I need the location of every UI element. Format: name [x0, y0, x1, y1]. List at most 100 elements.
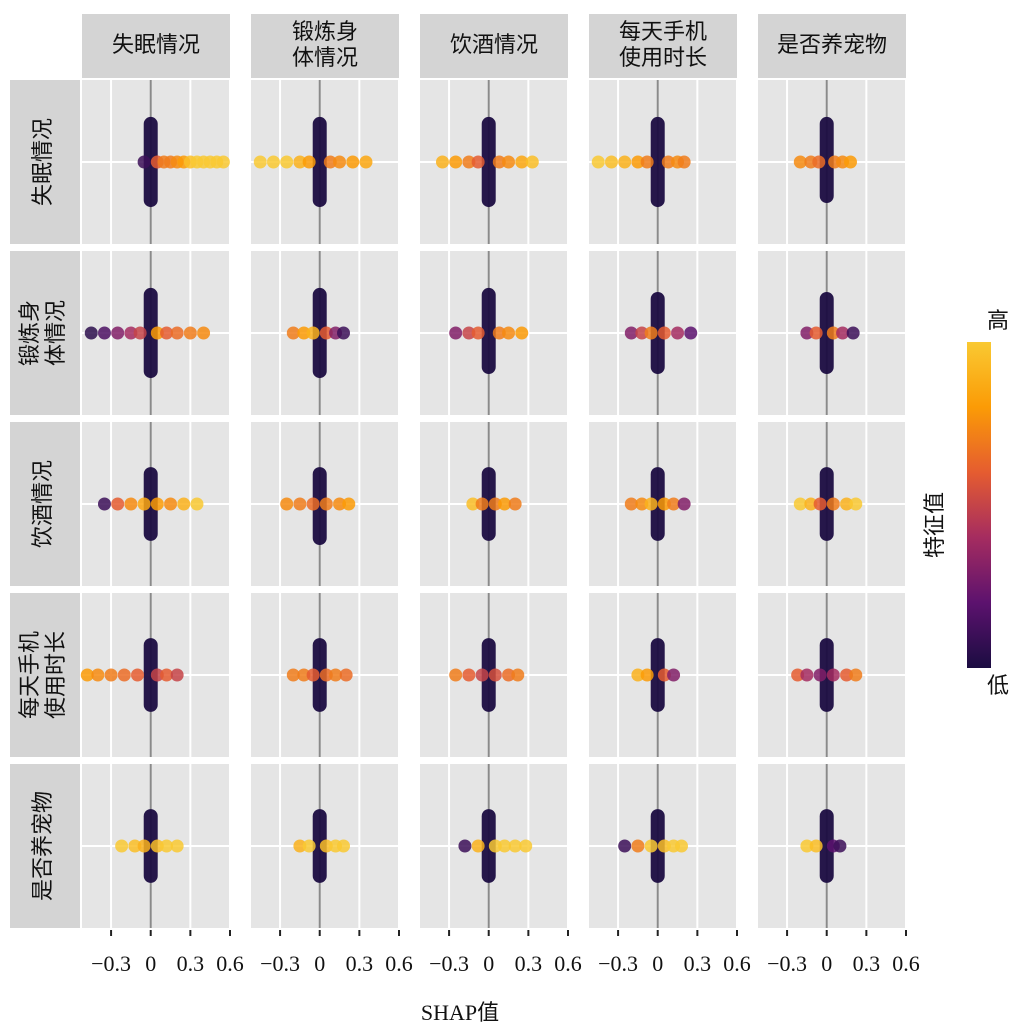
point: [657, 497, 671, 511]
point: [131, 668, 144, 682]
column-header-label-group: 锻炼身体情况: [292, 19, 358, 70]
point: [190, 497, 204, 511]
point: [150, 839, 164, 853]
point: [170, 839, 184, 853]
point-column: [481, 116, 496, 208]
x-tick-label: 0: [652, 951, 663, 976]
colorbar: [967, 342, 991, 668]
point: [137, 839, 151, 853]
x-tick-label: 0.3: [684, 951, 712, 976]
x-tick-label: 0: [483, 951, 494, 976]
column-header-label: 失眠情况: [112, 32, 200, 57]
point: [618, 155, 632, 169]
point: [591, 155, 605, 169]
point: [793, 155, 807, 169]
point: [657, 326, 671, 340]
x-tick-label: 0: [314, 951, 325, 976]
point: [466, 497, 480, 511]
point: [280, 497, 294, 511]
point: [471, 155, 485, 169]
point-column: [312, 467, 327, 545]
point-column: [312, 638, 327, 712]
point: [661, 155, 675, 169]
row-header-label-group: 饮酒情况: [30, 460, 55, 548]
column-header: [82, 14, 230, 78]
point-column: [143, 467, 158, 541]
point: [306, 326, 320, 340]
point-column: [819, 809, 834, 883]
point: [809, 839, 823, 853]
point: [115, 839, 129, 853]
point-column: [819, 638, 834, 712]
point: [631, 155, 645, 169]
x-tick-label: 0.6: [216, 951, 244, 976]
point: [319, 497, 333, 511]
x-axis-label: SHAP值: [421, 1000, 499, 1025]
point: [177, 497, 191, 511]
point: [104, 668, 118, 682]
point: [502, 155, 516, 169]
point: [133, 326, 147, 340]
point: [97, 326, 111, 340]
row-header: [10, 422, 80, 586]
column-header-label-group: 是否养宠物: [777, 32, 887, 57]
point: [488, 497, 502, 511]
point: [804, 497, 818, 511]
point: [618, 839, 632, 853]
column-header-label-group: 饮酒情况: [450, 32, 538, 57]
point: [519, 839, 533, 853]
point: [511, 668, 525, 682]
point: [319, 839, 333, 853]
point: [346, 155, 360, 169]
point-column: [481, 467, 496, 541]
point: [846, 326, 860, 340]
point: [667, 668, 681, 682]
x-tick-label: −0.3: [598, 951, 638, 976]
row-header-label: 失眠情况: [30, 118, 55, 206]
colorbar-high-label: 高: [987, 308, 1009, 333]
point: [306, 668, 320, 682]
point: [306, 497, 320, 511]
x-tick-label: −0.3: [91, 951, 131, 976]
point: [329, 668, 343, 682]
point: [449, 668, 463, 682]
point: [502, 326, 516, 340]
row-header: [10, 764, 80, 928]
point: [80, 668, 94, 682]
point-column: [819, 292, 834, 374]
point-column: [143, 638, 158, 712]
point: [492, 155, 506, 169]
x-tick-label: −0.3: [429, 951, 469, 976]
point: [449, 155, 463, 169]
x-tick-label: −0.3: [767, 951, 807, 976]
point: [791, 668, 805, 682]
point: [631, 668, 645, 682]
point: [812, 155, 826, 169]
column-header-label: 每天手机使用时长: [619, 19, 707, 70]
point: [840, 668, 854, 682]
point: [826, 668, 840, 682]
point: [488, 839, 502, 853]
point: [644, 497, 658, 511]
point-column: [650, 467, 665, 541]
row-header-label-group: 是否养宠物: [30, 791, 55, 901]
point-column: [312, 116, 327, 208]
point: [498, 497, 512, 511]
x-tick-label: 0.3: [853, 951, 881, 976]
point: [671, 326, 685, 340]
point: [293, 839, 307, 853]
point: [492, 326, 506, 340]
point: [160, 668, 174, 682]
point: [286, 668, 300, 682]
point: [675, 839, 688, 853]
x-tick-label: 0.6: [723, 951, 751, 976]
point: [170, 326, 184, 340]
column-header: [758, 14, 906, 78]
point: [117, 668, 131, 682]
point: [137, 497, 151, 511]
point: [337, 326, 350, 340]
point: [462, 155, 476, 169]
point: [813, 497, 827, 511]
point: [435, 155, 449, 169]
